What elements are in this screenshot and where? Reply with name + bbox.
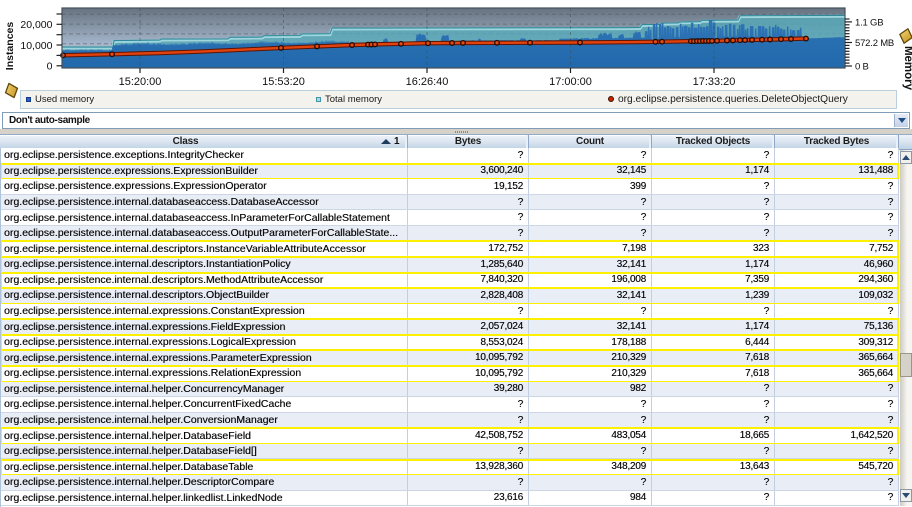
svg-text:1.1 GB: 1.1 GB bbox=[855, 17, 883, 28]
svg-text:572.2 MB: 572.2 MB bbox=[855, 38, 894, 49]
svg-text:17:33:20: 17:33:20 bbox=[693, 76, 736, 88]
svg-text:0: 0 bbox=[47, 61, 53, 73]
svg-text:15:20:00: 15:20:00 bbox=[119, 76, 162, 88]
svg-text:17:00:00: 17:00:00 bbox=[549, 76, 592, 88]
svg-text:Memory: Memory bbox=[902, 46, 912, 91]
svg-text:10,000: 10,000 bbox=[20, 40, 52, 52]
svg-text:Instances: Instances bbox=[4, 22, 16, 71]
svg-text:15:53:20: 15:53:20 bbox=[262, 76, 305, 88]
svg-text:20,000: 20,000 bbox=[20, 19, 52, 31]
svg-text:16:26:40: 16:26:40 bbox=[406, 76, 449, 88]
svg-text:0 B: 0 B bbox=[855, 62, 869, 73]
